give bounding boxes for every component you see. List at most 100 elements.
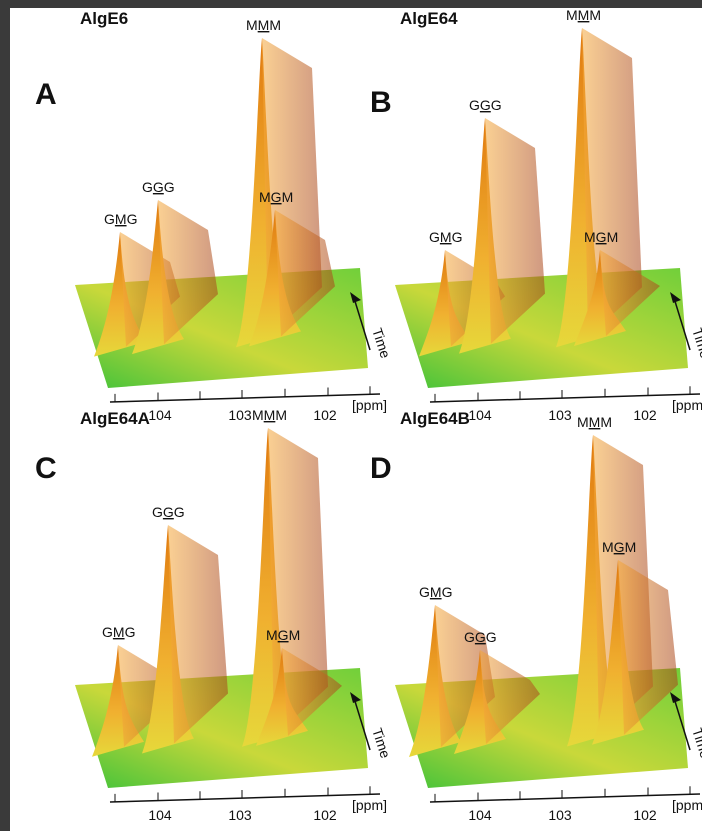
peak-label-part: G bbox=[491, 97, 502, 113]
axis-tick-label: 102 bbox=[313, 407, 337, 423]
axis-tick-label: 103 bbox=[548, 807, 572, 823]
axis-tick-label: 104 bbox=[148, 807, 172, 823]
peak-label-part: M bbox=[266, 627, 278, 643]
axis-tick-label: 103 bbox=[228, 407, 252, 423]
axis-tick-label: 103 bbox=[228, 807, 252, 823]
peak-ridge bbox=[485, 118, 545, 344]
axis-tick-label: 102 bbox=[633, 407, 657, 423]
peak-label-part: M bbox=[259, 189, 271, 205]
peak-label: MGM bbox=[259, 189, 293, 205]
peak-ridge bbox=[435, 605, 495, 747]
peak-label-part: G bbox=[480, 97, 491, 113]
peak-ridge bbox=[600, 250, 660, 336]
peak-ridge bbox=[118, 645, 178, 747]
peak-label-part: M bbox=[252, 407, 264, 423]
peak-label-part: M bbox=[113, 624, 125, 640]
peak-ridge bbox=[618, 560, 678, 735]
peak-label-part: G bbox=[614, 539, 625, 555]
peak-label-part: G bbox=[475, 629, 486, 645]
axis-unit: [ppm] bbox=[352, 797, 387, 813]
axis-tick-label: 104 bbox=[468, 407, 492, 423]
peak-label: MGM bbox=[602, 539, 636, 555]
panel-title: AlgE64B bbox=[400, 409, 470, 428]
peak-label: MGM bbox=[584, 229, 618, 245]
time-arrowhead bbox=[350, 292, 361, 303]
peak-label-part: G bbox=[278, 627, 289, 643]
time-arrow bbox=[353, 697, 371, 751]
peak-ridge bbox=[282, 648, 342, 736]
peak-label-part: M bbox=[275, 407, 287, 423]
panel-letter: C bbox=[35, 452, 57, 485]
peak-label: GGG bbox=[152, 504, 185, 520]
peak-label-part: M bbox=[282, 189, 294, 205]
axis-line bbox=[109, 793, 381, 803]
peak-label-part: G bbox=[596, 229, 607, 245]
time-arrowhead bbox=[670, 692, 681, 703]
peak-label-part: G bbox=[164, 179, 175, 195]
panel-letter: D bbox=[370, 452, 392, 485]
peak-label-part: M bbox=[578, 7, 590, 23]
peak-ridge bbox=[275, 210, 335, 337]
peak-label-part: G bbox=[125, 624, 136, 640]
peak-label: GMG bbox=[419, 584, 452, 600]
time-arrow bbox=[673, 297, 691, 351]
peak-label: GGG bbox=[469, 97, 502, 113]
axis-tick-label: 102 bbox=[633, 807, 657, 823]
peak-label-part: M bbox=[440, 229, 452, 245]
peak-label: GGG bbox=[142, 179, 175, 195]
peak-label-part: G bbox=[464, 629, 475, 645]
peak-label-part: G bbox=[142, 179, 153, 195]
peak-ridge bbox=[158, 200, 218, 345]
peak-label: GMG bbox=[102, 624, 135, 640]
axis-unit: [ppm] bbox=[672, 797, 702, 813]
peak-label-part: G bbox=[452, 229, 463, 245]
axis-unit: [ppm] bbox=[672, 397, 702, 413]
axis-line bbox=[429, 793, 701, 803]
axis-tick-label: 104 bbox=[148, 407, 172, 423]
panel-title: AlgE6 bbox=[80, 9, 128, 28]
time-arrowhead bbox=[670, 292, 681, 303]
peak-label-part: M bbox=[584, 229, 596, 245]
axis-unit: [ppm] bbox=[352, 397, 387, 413]
time-arrow bbox=[673, 697, 691, 751]
peak-label: GMG bbox=[429, 229, 462, 245]
peak-label-part: M bbox=[289, 627, 301, 643]
peak-label-part: G bbox=[152, 504, 163, 520]
peak-label-part: M bbox=[566, 7, 578, 23]
axis-tick-label: 103 bbox=[548, 407, 572, 423]
peak-ridge bbox=[168, 525, 228, 744]
peak-label-part: G bbox=[104, 211, 115, 227]
peak-label: GGG bbox=[464, 629, 497, 645]
panel-letter: B bbox=[370, 86, 392, 119]
peak-label-part: G bbox=[442, 584, 453, 600]
peak-label-part: M bbox=[258, 17, 270, 33]
axis-line bbox=[109, 393, 381, 403]
peak-label-part: M bbox=[115, 211, 127, 227]
peak-label-part: M bbox=[607, 229, 619, 245]
peak-label-part: M bbox=[589, 7, 601, 23]
panel-title: AlgE64 bbox=[400, 9, 458, 28]
peak-label-part: G bbox=[469, 97, 480, 113]
peak-label-part: G bbox=[163, 504, 174, 520]
peak-label-part: M bbox=[602, 539, 614, 555]
peak-label-part: G bbox=[102, 624, 113, 640]
peak-ridge bbox=[582, 28, 642, 338]
peak-label-part: M bbox=[269, 17, 281, 33]
peak-label: MMM bbox=[246, 17, 281, 33]
peak-label-part: G bbox=[127, 211, 138, 227]
axis-line bbox=[429, 393, 701, 403]
peak-label-part: M bbox=[264, 407, 276, 423]
panel-letter: A bbox=[35, 78, 57, 111]
peak-label-part: M bbox=[600, 414, 612, 430]
peak-label-part: M bbox=[430, 584, 442, 600]
peak-label-part: G bbox=[429, 229, 440, 245]
axis-tick-label: 104 bbox=[468, 807, 492, 823]
peak-label: MGM bbox=[266, 627, 300, 643]
peak-label-part: M bbox=[625, 539, 637, 555]
